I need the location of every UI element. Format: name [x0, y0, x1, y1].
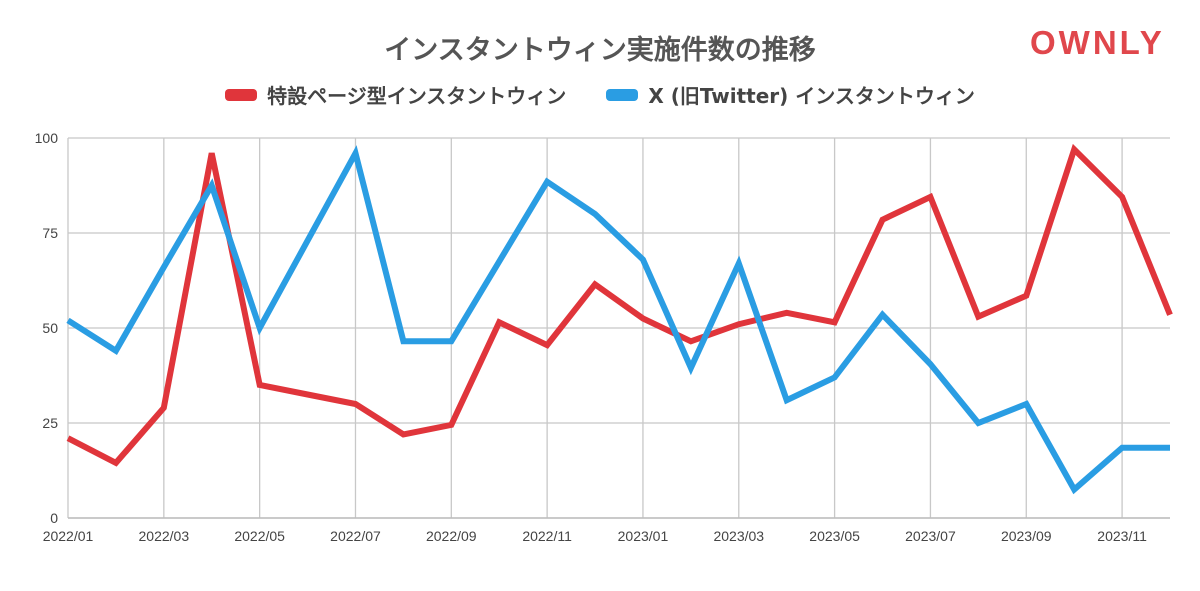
series-line-1	[66, 145, 1170, 495]
y-tick-label: 25	[42, 415, 58, 431]
x-tick-label: 2022/11	[522, 528, 572, 544]
x-tick-label: 2022/01	[43, 528, 94, 544]
x-tick-label: 2023/11	[1097, 528, 1147, 544]
axis-layer: 0 25 50 75 100 2022/01 2022/03 2022/05 2022/07 20…	[35, 130, 1147, 544]
x-tick-label: 2023/05	[809, 528, 860, 544]
series-layer	[66, 143, 1173, 495]
legend-swatch-x-twitter	[606, 88, 639, 101]
x-tick-label: 2023/01	[618, 528, 669, 544]
y-tick-label: 0	[50, 510, 58, 526]
x-tick-label: 2022/03	[139, 528, 190, 544]
grid-layer	[67, 137, 1170, 519]
legend-item-special-page: 特設ページ型インスタントウィン	[225, 80, 566, 109]
x-tick-label: 2023/03	[713, 528, 764, 544]
chart-title: インスタントウィン実施件数の推移	[384, 35, 816, 66]
legend-label-x-twitter: X (旧Twitter) インスタントウィン	[648, 84, 975, 108]
x-tick-label: 2022/05	[234, 528, 285, 544]
x-tick-label: 2023/09	[1001, 528, 1052, 544]
series-line-0	[66, 143, 1173, 467]
x-tick-label: 2023/07	[905, 528, 956, 544]
legend-label-special-page: 特設ページ型インスタントウィン	[267, 84, 567, 108]
legend: 特設ページ型インスタントウィン X (旧Twitter) インスタントウィン	[0, 80, 1200, 109]
legend-item-x-twitter: X (旧Twitter) インスタントウィン	[606, 80, 975, 109]
y-tick-label: 75	[42, 225, 58, 241]
y-tick-label: 100	[35, 130, 59, 146]
brand-logo: OWNLY	[1030, 24, 1165, 61]
x-tick-label: 2022/09	[426, 528, 477, 544]
x-tick-label: 2022/07	[330, 528, 381, 544]
y-tick-label: 50	[42, 320, 58, 336]
legend-swatch-special-page	[225, 88, 258, 101]
